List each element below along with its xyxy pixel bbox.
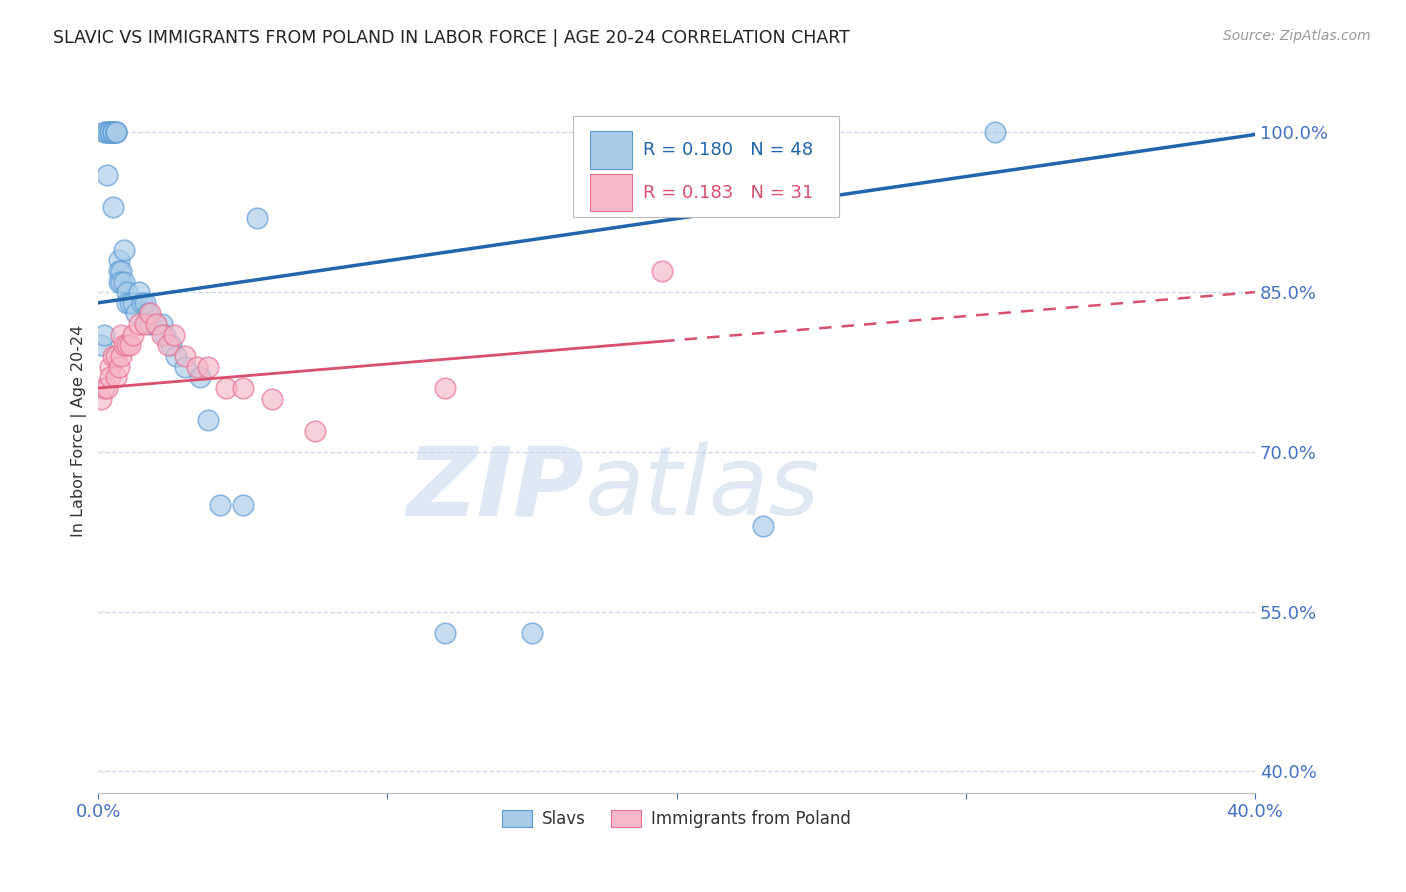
- Point: [197, 359, 219, 374]
- Point: [98, 370, 121, 384]
- Point: [165, 349, 187, 363]
- Point: [96, 168, 118, 182]
- Point: [93, 327, 115, 342]
- Point: [101, 349, 124, 363]
- Point: [90, 338, 112, 352]
- Point: [107, 275, 129, 289]
- Point: [96, 125, 118, 139]
- Point: [232, 381, 254, 395]
- Point: [107, 253, 129, 268]
- FancyBboxPatch shape: [591, 174, 631, 211]
- Y-axis label: In Labor Force | Age 20-24: In Labor Force | Age 20-24: [72, 325, 87, 537]
- Point: [214, 381, 236, 395]
- Point: [120, 295, 142, 310]
- Point: [104, 370, 127, 384]
- Text: Source: ZipAtlas.com: Source: ZipAtlas.com: [1223, 29, 1371, 43]
- Point: [134, 317, 156, 331]
- Point: [104, 125, 127, 139]
- Point: [752, 519, 775, 533]
- Point: [651, 264, 673, 278]
- Point: [136, 306, 159, 320]
- Point: [162, 327, 184, 342]
- Point: [128, 317, 150, 331]
- Point: [122, 327, 145, 342]
- Point: [197, 413, 219, 427]
- Point: [139, 306, 162, 320]
- Point: [90, 392, 112, 406]
- Text: R = 0.183   N = 31: R = 0.183 N = 31: [643, 184, 814, 202]
- Point: [174, 359, 197, 374]
- Point: [104, 349, 127, 363]
- Point: [112, 243, 135, 257]
- Point: [93, 125, 115, 139]
- Point: [434, 381, 457, 395]
- Point: [150, 317, 173, 331]
- FancyBboxPatch shape: [591, 131, 631, 169]
- Point: [208, 498, 231, 512]
- Point: [117, 295, 139, 310]
- Point: [96, 125, 118, 139]
- Point: [98, 125, 121, 139]
- Point: [131, 295, 153, 310]
- Point: [110, 264, 132, 278]
- Text: SLAVIC VS IMMIGRANTS FROM POLAND IN LABOR FORCE | AGE 20-24 CORRELATION CHART: SLAVIC VS IMMIGRANTS FROM POLAND IN LABO…: [53, 29, 851, 46]
- Point: [110, 327, 132, 342]
- Point: [104, 125, 127, 139]
- Point: [174, 349, 197, 363]
- Point: [125, 306, 148, 320]
- Point: [117, 338, 139, 352]
- Point: [110, 349, 132, 363]
- Point: [98, 359, 121, 374]
- Point: [110, 275, 132, 289]
- Point: [150, 327, 173, 342]
- Point: [122, 295, 145, 310]
- Point: [98, 125, 121, 139]
- Point: [101, 125, 124, 139]
- Point: [128, 285, 150, 300]
- Point: [107, 264, 129, 278]
- Point: [101, 125, 124, 139]
- Point: [107, 359, 129, 374]
- Point: [260, 392, 283, 406]
- Point: [120, 338, 142, 352]
- Point: [145, 317, 167, 331]
- Point: [112, 338, 135, 352]
- Text: atlas: atlas: [583, 442, 820, 535]
- Point: [232, 498, 254, 512]
- Point: [145, 317, 167, 331]
- Point: [112, 275, 135, 289]
- Point: [304, 424, 326, 438]
- FancyBboxPatch shape: [572, 116, 838, 217]
- Point: [159, 338, 181, 352]
- Point: [520, 626, 543, 640]
- Point: [186, 359, 208, 374]
- Point: [101, 200, 124, 214]
- Point: [139, 317, 162, 331]
- Point: [104, 125, 127, 139]
- Point: [101, 125, 124, 139]
- Point: [134, 295, 156, 310]
- Legend: Slavs, Immigrants from Poland: Slavs, Immigrants from Poland: [495, 804, 858, 835]
- Point: [153, 327, 176, 342]
- Point: [983, 125, 1005, 139]
- Point: [188, 370, 211, 384]
- Point: [93, 381, 115, 395]
- Point: [156, 338, 179, 352]
- Text: R = 0.180   N = 48: R = 0.180 N = 48: [643, 141, 813, 160]
- Point: [117, 285, 139, 300]
- Point: [96, 381, 118, 395]
- Point: [434, 626, 457, 640]
- Text: ZIP: ZIP: [406, 442, 583, 535]
- Point: [246, 211, 269, 225]
- Point: [98, 125, 121, 139]
